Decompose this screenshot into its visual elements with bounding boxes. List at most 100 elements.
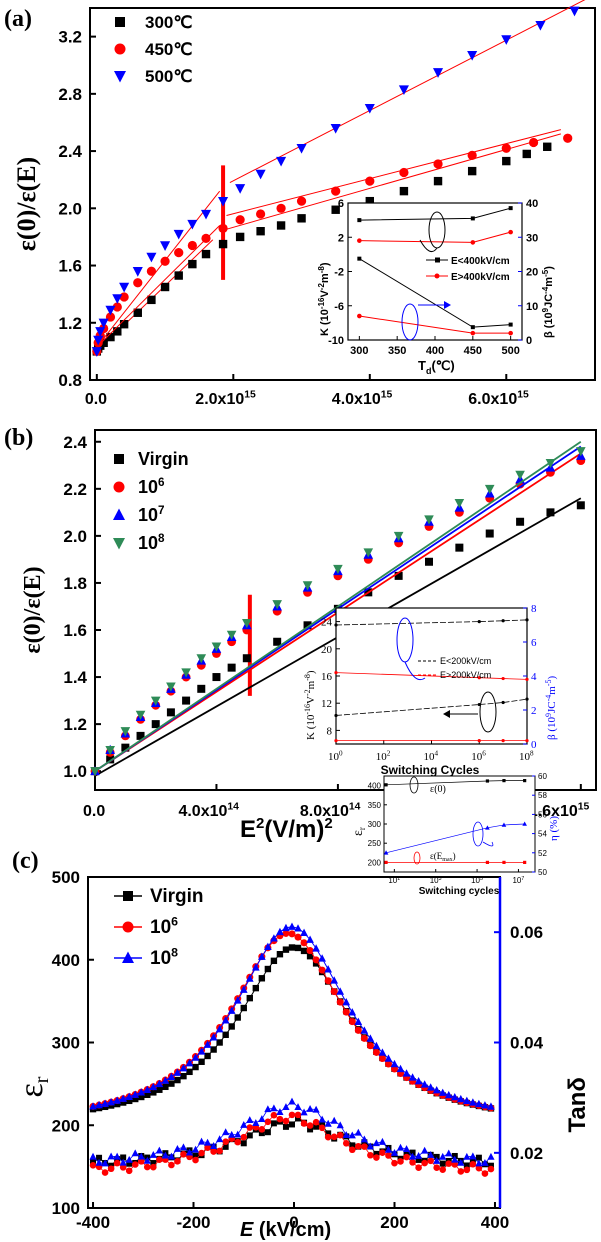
data-point: [457, 1168, 465, 1175]
inset-ellipse: [413, 851, 421, 865]
data-point: [222, 1128, 230, 1136]
data-point: [166, 708, 175, 717]
inset-x-tick-label: 500: [501, 345, 519, 357]
data-point: [179, 1064, 188, 1072]
panel-c: 100 200 300 400 500 0.02 0.04 0.06 -400 -200 0 200 4…: [13, 772, 591, 1241]
inset-point: [501, 700, 505, 705]
data-point: [366, 1042, 374, 1050]
data-point: [187, 240, 197, 251]
inset-point: [357, 313, 362, 319]
data-point: [300, 939, 308, 947]
data-point: [222, 1138, 229, 1146]
inset-point: [525, 618, 529, 622]
data-point: [233, 996, 242, 1004]
data-point: [119, 1164, 127, 1171]
x-tick-label: 200: [380, 1213, 408, 1232]
data-point: [433, 68, 444, 78]
y-tick-label: 100: [52, 1199, 80, 1218]
y-tick-label: 1.8: [63, 574, 87, 593]
data-point: [212, 673, 221, 682]
data-point: [545, 458, 556, 469]
x-tick-label: 2.0x1015: [195, 390, 256, 408]
data-point: [106, 755, 115, 764]
data-point: [131, 1090, 140, 1098]
y2-axis-label: Tanδ: [564, 1077, 591, 1132]
data-point: [481, 1158, 489, 1166]
inset-point: [477, 620, 481, 624]
y-axis-label: ε(0)/ε(E): [12, 157, 41, 251]
data-point: [427, 1157, 434, 1165]
data-point: [312, 956, 320, 964]
legend-marker: [123, 891, 133, 901]
data-point: [372, 1139, 380, 1147]
data-point: [204, 1144, 211, 1151]
data-point: [425, 557, 433, 566]
inset-point: [508, 330, 513, 336]
data-point: [372, 1041, 381, 1050]
data-point: [197, 684, 206, 693]
data-point: [234, 1014, 241, 1021]
data-point: [331, 186, 341, 196]
inset-y2-tick-label: 30: [526, 232, 538, 244]
data-point: [501, 35, 512, 45]
x-tick-label: 4.0x1014: [178, 802, 239, 820]
x-tick-label: 0: [289, 1213, 298, 1232]
data-point: [390, 1148, 399, 1156]
data-point: [522, 149, 531, 159]
data-point: [101, 1169, 109, 1176]
panel-label-a: (a): [4, 6, 32, 32]
y-tick-label: 0.8: [58, 371, 82, 390]
data-point: [204, 1052, 211, 1060]
data-point: [126, 1097, 133, 1105]
inset-y2-tick-label: 0: [531, 739, 537, 751]
data-point: [312, 944, 320, 952]
data-point: [348, 1131, 356, 1139]
data-point: [107, 1165, 115, 1173]
inset-y2-tick-label: 4: [531, 671, 537, 683]
inset-y2-tick-label: 8: [531, 603, 537, 615]
data-point: [288, 1121, 295, 1128]
data-point: [197, 1137, 206, 1145]
y-tick-label: 400: [52, 951, 80, 970]
data-point: [192, 1063, 199, 1071]
data-point: [147, 295, 156, 305]
data-point: [342, 1131, 350, 1139]
data-point: [256, 227, 265, 236]
data-point: [120, 1154, 127, 1161]
data-point: [300, 1108, 308, 1116]
data-point: [438, 1088, 447, 1096]
data-point: [318, 954, 326, 962]
inset-y-axis-label: εr: [351, 827, 367, 836]
data-point: [112, 302, 122, 312]
data-point: [119, 282, 130, 293]
data-point: [222, 1143, 229, 1150]
x-tick-label: 0.0: [85, 391, 107, 408]
data-point: [186, 1068, 193, 1076]
y-tick-label: 300: [52, 1034, 80, 1053]
data-point: [133, 278, 143, 288]
inset-point: [522, 821, 527, 826]
y-tick-label: 1.6: [63, 621, 87, 640]
y-tick-label: 1.6: [58, 257, 82, 276]
data-point: [487, 1152, 495, 1160]
data-point: [132, 267, 143, 277]
data-point: [300, 947, 308, 955]
inset-arrow: [419, 239, 438, 253]
data-point: [330, 976, 339, 984]
data-point: [119, 1094, 128, 1102]
y-tick-label: 2.4: [63, 433, 87, 452]
data-point: [403, 1153, 410, 1161]
inset-point: [357, 256, 362, 261]
inset-point: [485, 825, 490, 830]
data-point: [240, 1004, 247, 1012]
data-point: [113, 327, 122, 336]
data-point: [312, 960, 320, 967]
data-point: [543, 142, 552, 151]
data-point: [349, 1142, 356, 1149]
inset-series-line: [335, 619, 528, 626]
inset-point: [501, 739, 505, 743]
data-point: [576, 501, 585, 510]
data-point: [288, 922, 296, 930]
data-point: [516, 517, 525, 526]
